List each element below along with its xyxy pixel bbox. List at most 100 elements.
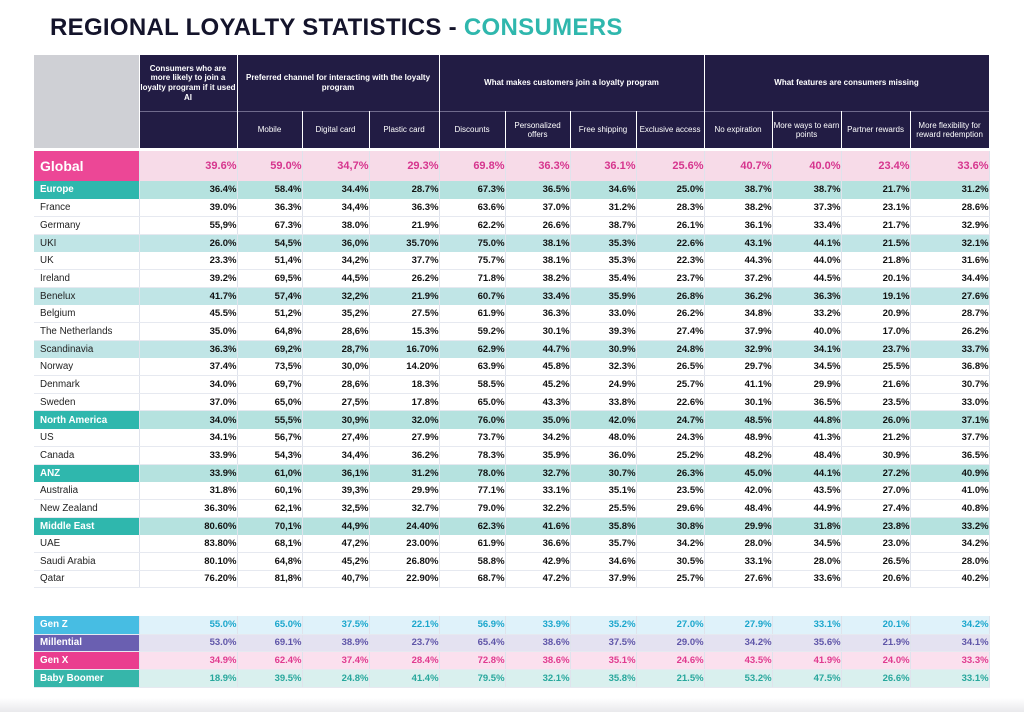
table-cell: 17.8% (369, 393, 440, 412)
table-cell: 57,4% (237, 287, 303, 305)
table-cell: 36.3% (505, 304, 571, 323)
table-cell: 41.9% (772, 651, 842, 670)
table-cell: 35.8% (570, 669, 637, 688)
table-cell: 32.7% (505, 464, 571, 482)
table-cell: 43.1% (704, 234, 773, 252)
table-cell: 41.4% (369, 669, 440, 688)
table-cell: 26.0% (841, 410, 911, 429)
table-row: Benelux 41.7% 57,4% 32,2% 21.9% 60.7% 33.4% 35.… (34, 287, 990, 305)
table-cell: 72.8% (439, 651, 506, 670)
table-cell: 31.8% (772, 517, 842, 535)
table-cell: 68.7% (439, 570, 506, 589)
header-col: Plastic card (369, 111, 440, 148)
table-cell: 26.80% (369, 552, 440, 571)
table-cell: 38.6% (505, 651, 571, 670)
table-cell: 60.7% (439, 287, 506, 305)
row-label: Germany (34, 216, 140, 235)
table-cell: 35.7% (570, 534, 637, 553)
table-cell: 48.2% (704, 446, 773, 465)
table-row: UKI 26.0% 54,5% 36,0% 35.70% 75.0% 38.1% 35.3% 2… (34, 234, 990, 252)
table-cell: 43.5% (772, 481, 842, 500)
table-cell: 27.6% (910, 287, 990, 305)
table-cell: 22.3% (636, 251, 705, 270)
table-cell: 29.7% (704, 357, 773, 377)
table-cell: 26.3% (636, 464, 705, 482)
table-cell: 79.5% (439, 669, 506, 688)
table-cell: 19.1% (841, 287, 911, 305)
table-cell: 76.0% (439, 410, 506, 429)
header-groups-row: Consumers who are more likely to join a … (34, 55, 990, 148)
table-cell: 30.5% (636, 552, 705, 571)
table-cell: 47,2% (302, 534, 370, 553)
table-cell: 28,7% (302, 340, 370, 358)
table-row: Saudi Arabia 80.10% 64,8% 45,2% 26.80% 58.8% 4… (34, 552, 990, 571)
table-cell: 33.4% (772, 216, 842, 235)
table-cell: 33.4% (505, 287, 571, 305)
table-cell: 34.5% (772, 357, 842, 377)
table-cell: 42.9% (505, 552, 571, 571)
table-cell: 26.2% (636, 304, 705, 323)
table-cell: 42.0% (570, 410, 637, 429)
table-cell: 32.1% (910, 234, 990, 252)
table-row: ANZ 33.9% 61,0% 36,1% 31.2% 78.0% 32.7% 30.7% 26… (34, 464, 990, 482)
row-label: Australia (34, 481, 140, 500)
table-cell: 31.6% (910, 251, 990, 270)
table-cell: 23.4% (841, 151, 911, 181)
table-cell: 27,5% (302, 393, 370, 412)
table-cell: 21.7% (841, 181, 911, 199)
table-cell: 36.2% (369, 446, 440, 465)
table-cell: 41.1% (704, 375, 773, 394)
table-cell: 28.6% (910, 198, 990, 217)
table-cell: 63.9% (439, 357, 506, 377)
table-cell: 29.9% (369, 481, 440, 500)
table-cell: 55.0% (139, 616, 238, 635)
row-label: Ireland (34, 269, 140, 288)
table-cell: 44.3% (704, 251, 773, 270)
table-row: US 34.1% 56,7% 27,4% 27.9% 73.7% 34.2% 48.0% 24.… (34, 428, 990, 447)
table-row: Australia 31.8% 60,1% 39,3% 29.9% 77.1% 33.1% 3… (34, 481, 990, 500)
table-cell: 24.40% (369, 517, 440, 535)
table-cell: 36.8% (910, 357, 990, 377)
table-cell: 61.9% (439, 534, 506, 553)
table-cell: 33.8% (570, 393, 637, 412)
table-cell: 30.7% (910, 375, 990, 394)
table-cell: 36.30% (139, 499, 238, 518)
table-cell: 36.1% (570, 151, 637, 181)
table-cell: 25.5% (570, 499, 637, 518)
table-cell: 28.0% (910, 552, 990, 571)
table-cell: 51,4% (237, 251, 303, 270)
table-row: Canada 33.9% 54,3% 34,4% 36.2% 78.3% 35.9% 36.0… (34, 446, 990, 465)
table-cell: 38.7% (570, 216, 637, 235)
table-cell: 33.0% (570, 304, 637, 323)
table-cell: 29.6% (636, 499, 705, 518)
table-cell: 37.9% (570, 570, 637, 589)
table-cell: 34.4% (302, 181, 370, 199)
table-cell: 36.0% (570, 446, 637, 465)
table-cell: 24.8% (302, 669, 370, 688)
table-cell: 33.6% (910, 151, 990, 181)
table-row: Gen Z 55.0% 65.0% 37.5% 22.1% 56.9% 33.9% 35.2%… (34, 616, 990, 635)
table-cell: 58.8% (439, 552, 506, 571)
header-col: Mobile (237, 111, 303, 148)
table-cell: 33.1% (505, 481, 571, 500)
table-cell: 64,8% (237, 552, 303, 571)
table-cell: 30.1% (505, 322, 571, 341)
header-corner (34, 55, 140, 148)
table-cell: 22.1% (369, 616, 440, 635)
table-cell: 26.0% (139, 234, 238, 252)
table-cell: 37.5% (302, 616, 370, 635)
table-cell: 35.9% (570, 287, 637, 305)
table-cell: 25.5% (841, 357, 911, 377)
table-cell: 26.6% (841, 669, 911, 688)
table-cell: 34.4% (910, 269, 990, 288)
table-cell: 38.9% (302, 634, 370, 653)
table-cell: 44.0% (772, 251, 842, 270)
table-cell: 26.5% (636, 357, 705, 377)
table-cell: 60,1% (237, 481, 303, 500)
table-cell: 37.2% (704, 269, 773, 288)
table-row: Global 39.6% 59.0% 34,7% 29.3% 69.8% 36.3% 36.1… (34, 151, 990, 181)
table-cell: 35.3% (570, 234, 637, 252)
table-cell: 69,7% (237, 375, 303, 394)
header-col: More flexibility for reward redemption (910, 111, 990, 148)
table-cell: 32.9% (704, 340, 773, 358)
